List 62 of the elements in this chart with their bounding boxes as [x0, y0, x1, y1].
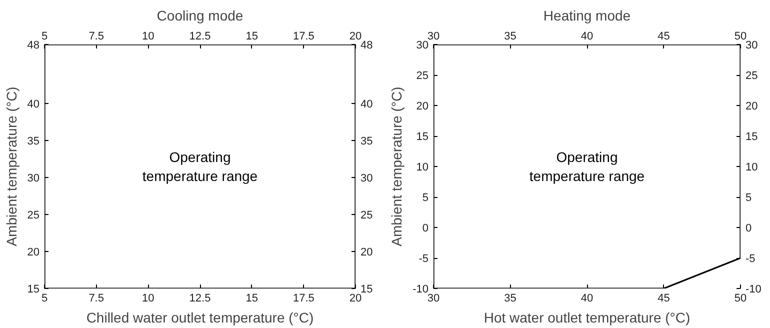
- y2-tick-label: -10: [746, 284, 762, 296]
- y2-tick-label: 25: [360, 210, 373, 222]
- x2-tick-label: 15: [246, 292, 258, 304]
- x-tick-label: 5: [41, 30, 48, 42]
- x2-tick-label: 45: [658, 292, 670, 304]
- y2-tick-label: 0: [746, 222, 752, 234]
- y2-tick-label: 20: [746, 100, 758, 112]
- y-tick-label: 10: [416, 162, 429, 174]
- y-axis-title: Ambient temperature (°C): [3, 86, 20, 246]
- y2-tick-label: -5: [746, 253, 756, 265]
- x-tick-label: 50: [734, 30, 747, 42]
- x-tick-label: 7.5: [88, 30, 104, 42]
- y-axis-title: Ambient temperature (°C): [388, 86, 405, 246]
- y2-tick-label: 5: [746, 192, 752, 204]
- y-tick-label: 20: [416, 100, 429, 112]
- y2-tick-label: 30: [360, 172, 373, 185]
- annotation: Operating temperature range: [529, 148, 645, 184]
- y-tick-label: 15: [27, 284, 40, 296]
- y-tick-label: -5: [418, 253, 428, 265]
- x2-tick-label: 50: [734, 292, 747, 304]
- y-tick-label: 30: [416, 40, 429, 52]
- y-tick-label: 40: [27, 98, 40, 111]
- y-tick-label: 15: [416, 131, 429, 143]
- y-tick-label: 25: [27, 210, 40, 222]
- x-axis-title: Hot water outlet temperature (°C): [484, 310, 690, 326]
- x-tick-label: 10: [142, 30, 154, 42]
- y-tick-label: 25: [416, 70, 429, 82]
- y2-tick-label: 15: [360, 284, 373, 296]
- y-tick-label: -10: [412, 284, 429, 296]
- y2-tick-label: 20: [360, 246, 373, 259]
- y-tick-label: 20: [27, 246, 40, 259]
- chart-title: Cooling mode: [156, 8, 244, 24]
- x-tick-label: 15: [246, 30, 258, 42]
- x-tick-label: 12.5: [189, 30, 211, 42]
- x2-tick-label: 20: [349, 292, 362, 304]
- x2-tick-label: 7.5: [88, 292, 104, 304]
- y-tick-label: 5: [422, 192, 429, 204]
- y2-tick-label: 10: [746, 162, 758, 174]
- x2-tick-label: 5: [41, 292, 48, 304]
- x-tick-label: 45: [658, 30, 670, 42]
- x2-tick-label: 12.5: [189, 292, 211, 304]
- y2-tick-label: 15: [746, 131, 758, 143]
- y-tick-label: 0: [422, 222, 429, 234]
- y-tick-label: 30: [27, 172, 40, 185]
- x2-tick-label: 40: [580, 292, 594, 304]
- annotation: Operating temperature range: [142, 148, 258, 184]
- y2-tick-label: 40: [360, 98, 373, 111]
- y2-tick-label: 30: [746, 40, 758, 52]
- x2-tick-label: 17.5: [292, 292, 314, 304]
- y-tick-label: 35: [27, 136, 40, 148]
- x2-tick-label: 10: [142, 292, 154, 304]
- y2-tick-label: 25: [746, 70, 758, 82]
- x2-tick-label: 35: [504, 292, 516, 304]
- y2-tick-label: 48: [360, 40, 373, 52]
- y2-tick-label: 35: [360, 136, 373, 148]
- chart-title: Heating mode: [543, 8, 631, 24]
- x-tick-label: 20: [349, 30, 362, 42]
- x-tick-label: 17.5: [292, 30, 314, 42]
- x-tick-label: 40: [580, 30, 594, 42]
- x-tick-label: 35: [504, 30, 516, 42]
- x-axis-title: Chilled water outlet temperature (°C): [86, 310, 314, 326]
- y-tick-label: 48: [27, 40, 40, 52]
